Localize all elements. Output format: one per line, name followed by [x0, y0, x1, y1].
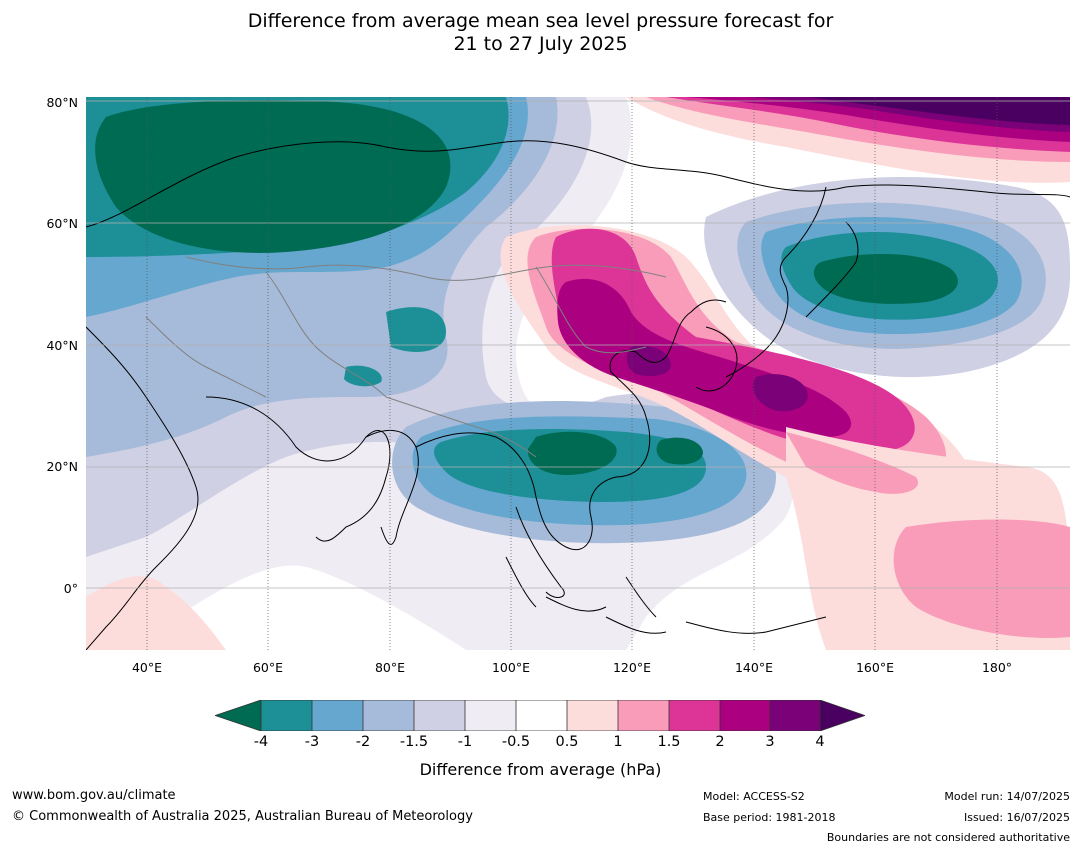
- colorbar-bin: [465, 700, 516, 731]
- field-positive-africa: [86, 576, 226, 650]
- colorbar-tick: -0.5: [501, 734, 531, 750]
- title-line-2: 21 to 27 July 2025: [453, 33, 628, 55]
- colorbar-bin: [261, 700, 312, 731]
- colorbar-bin: [363, 700, 414, 731]
- lat-label-80n: 80°N: [46, 95, 78, 110]
- graticule: [86, 100, 1070, 589]
- colorbar-tick: 2: [715, 734, 725, 750]
- coastlines: [86, 140, 1070, 650]
- colorbar-bin: [770, 700, 820, 731]
- meridians: [146, 97, 998, 650]
- field-negative-okhotsk: [704, 177, 1070, 378]
- field-negative-south-china: [392, 401, 776, 544]
- model-run-date: Model run: 14/07/2025: [944, 790, 1070, 803]
- boundary-disclaimer: Boundaries are not considered authoritat…: [826, 831, 1070, 844]
- colorbar-tick: 1: [613, 734, 623, 750]
- colorbar-extend-high: [819, 699, 867, 732]
- lat-label-0: 0°: [63, 581, 78, 596]
- map-title: Difference from average mean sea level p…: [0, 10, 1081, 56]
- colorbar-tick: -4: [253, 734, 269, 750]
- colorbar-bin: [669, 700, 720, 731]
- lon-label-120e: 120°E: [612, 660, 651, 675]
- colorbar-bin: [720, 700, 770, 731]
- lon-label-160e: 160°E: [855, 660, 894, 675]
- colorbar-tick: 1.5: [657, 734, 681, 750]
- lat-label-60n: 60°N: [46, 216, 78, 231]
- colorbar-tick: 3: [765, 734, 775, 750]
- lon-label-180: 180°: [981, 660, 1013, 675]
- website-link[interactable]: www.bom.gov.au/climate: [12, 788, 176, 803]
- colorbar-tick: -2: [355, 734, 371, 750]
- colorbar-tick: -3: [304, 734, 320, 750]
- copyright-text: © Commonwealth of Australia 2025, Austra…: [12, 809, 473, 824]
- colorbar-bin: [618, 700, 669, 731]
- field-positive-pacific: [786, 427, 1070, 650]
- colorbar-bin: [567, 700, 618, 731]
- lat-label-20n: 20°N: [46, 459, 78, 474]
- title-line-1: Difference from average mean sea level p…: [247, 10, 834, 32]
- lon-label-80e: 80°E: [374, 660, 406, 675]
- colorbar-bin: [414, 700, 465, 731]
- lon-label-140e: 140°E: [734, 660, 773, 675]
- colorbar-tick: 4: [815, 734, 825, 750]
- lon-label-60e: 60°E: [252, 660, 284, 675]
- colorbar-tick: -1: [457, 734, 473, 750]
- colorbar: [213, 699, 867, 732]
- base-period: Base period: 1981-2018: [703, 811, 836, 824]
- country-borders: [145, 256, 667, 458]
- colorbar-bin: [312, 700, 363, 731]
- lat-label-40n: 40°N: [46, 338, 78, 353]
- model-name: Model: ACCESS-S2: [703, 790, 805, 803]
- colorbar-bin: [516, 700, 567, 731]
- colorbar-extend-low: [213, 699, 262, 732]
- pressure-anomaly-map: [86, 97, 1070, 650]
- colorbar-tick: -1.5: [399, 734, 429, 750]
- colorbar-label: Difference from average (hPa): [419, 760, 662, 779]
- colorbar-tick: 0.5: [555, 734, 579, 750]
- field-positive-arctic: [626, 97, 1070, 183]
- issued-date: Issued: 16/07/2025: [963, 811, 1070, 824]
- lon-label-40e: 40°E: [131, 660, 163, 675]
- lon-label-100e: 100°E: [491, 660, 530, 675]
